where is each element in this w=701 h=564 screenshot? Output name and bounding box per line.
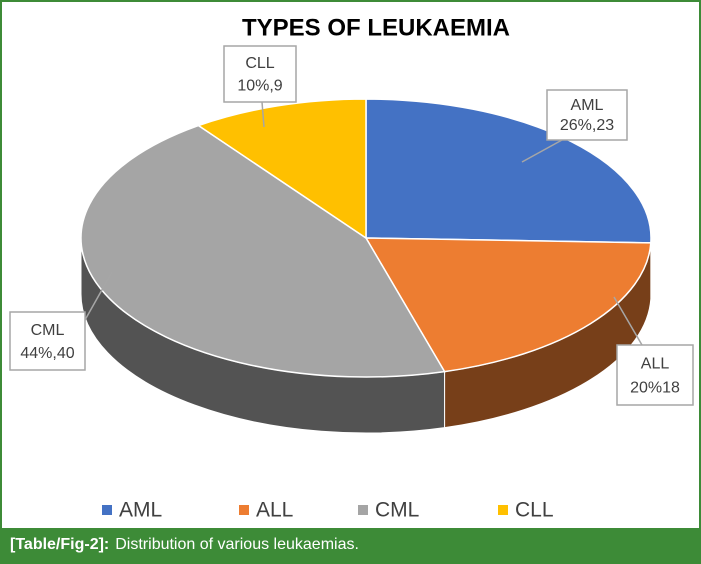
data-label: 44%,40 bbox=[20, 345, 74, 362]
caption-text: Distribution of various leukaemias. bbox=[115, 536, 359, 553]
leader-line bbox=[521, 139, 563, 163]
chart-title: TYPES OF LEUKAEMIA bbox=[242, 14, 510, 41]
legend-label: ALL bbox=[256, 499, 293, 522]
legend-label: AML bbox=[119, 499, 162, 522]
callout-name: CLL bbox=[245, 55, 274, 72]
legend-label: CLL bbox=[515, 499, 554, 522]
chart: TYPES OF LEUKAEMIA AML 26%,23 ALL 20%18 CML 4… bbox=[9, 14, 694, 522]
callout-box bbox=[9, 311, 86, 371]
callout-name: CML bbox=[31, 322, 65, 339]
legend-swatch bbox=[498, 505, 508, 515]
data-label: 20%18 bbox=[630, 379, 680, 396]
caption-label: [Table/Fig-2]: bbox=[10, 536, 110, 553]
callout-name: AML bbox=[571, 97, 604, 114]
leader-line bbox=[261, 101, 265, 128]
pie-slice bbox=[365, 98, 652, 244]
data-label: 26%,23 bbox=[560, 117, 614, 134]
callout-box bbox=[616, 344, 694, 406]
pie-slice bbox=[196, 98, 367, 240]
legend-label: CML bbox=[375, 499, 419, 522]
callout-box bbox=[546, 89, 628, 141]
leader-line bbox=[84, 271, 113, 321]
pie-slice bbox=[364, 237, 652, 373]
callout-name: ALL bbox=[641, 355, 670, 372]
callout-box bbox=[223, 45, 297, 103]
legend-swatch bbox=[358, 505, 368, 515]
caption: [Table/Fig-2]: Distribution of various le… bbox=[2, 528, 699, 562]
legend-swatch bbox=[102, 505, 112, 515]
pie-slice bbox=[80, 124, 446, 378]
data-label: 10%,9 bbox=[237, 78, 282, 95]
legend-swatch bbox=[239, 505, 249, 515]
leader-line bbox=[613, 296, 643, 346]
